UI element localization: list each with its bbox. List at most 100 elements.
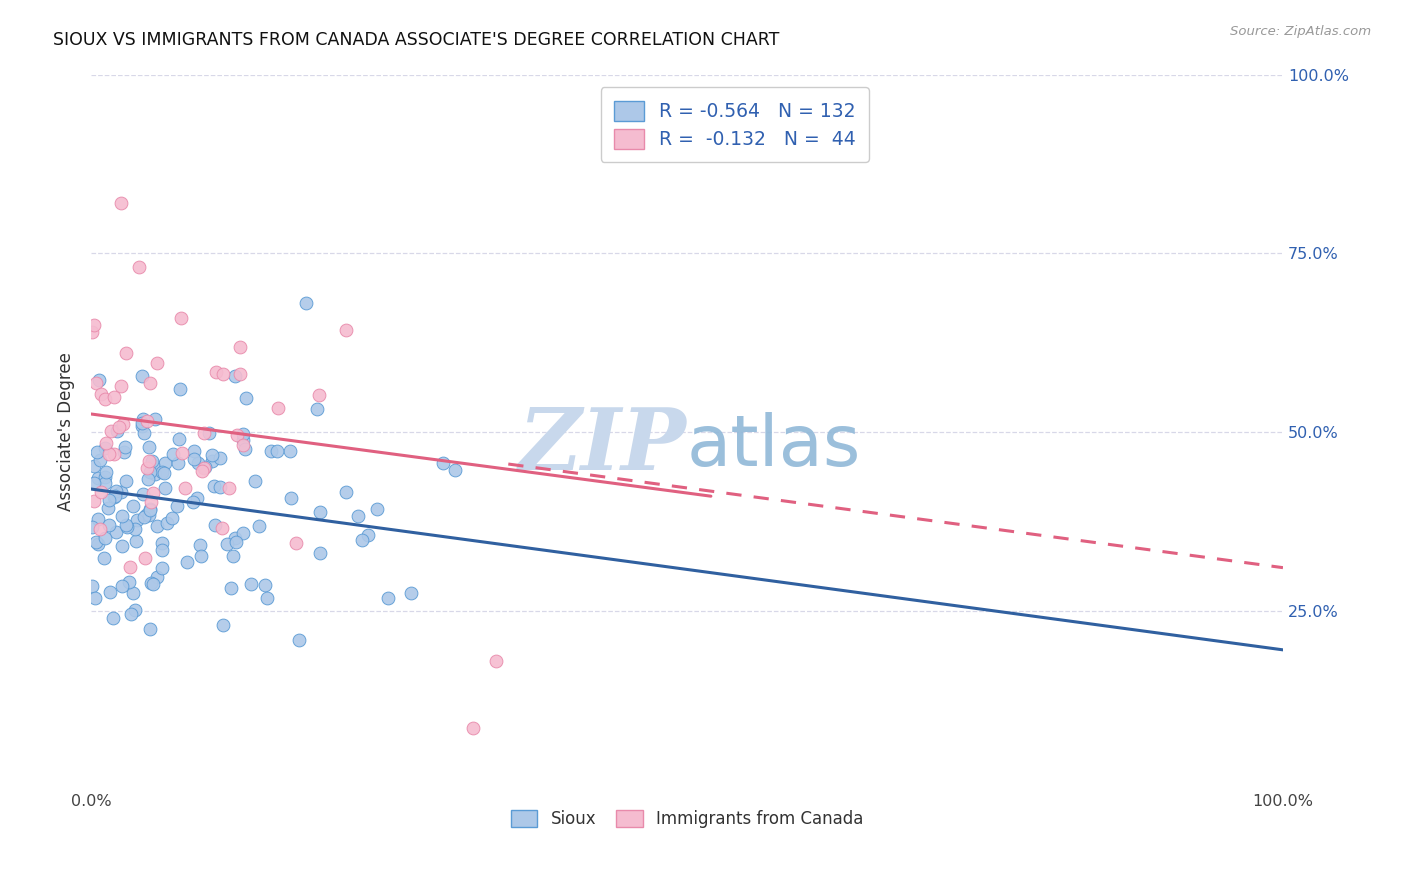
Point xyxy=(105,525,128,540)
Point xyxy=(235,391,257,405)
Point xyxy=(280,491,302,505)
Point xyxy=(347,508,370,523)
Point xyxy=(186,491,208,505)
Point xyxy=(111,579,134,593)
Point xyxy=(266,401,288,416)
Point xyxy=(169,382,191,396)
Point xyxy=(110,379,132,393)
Point xyxy=(232,427,254,442)
Point xyxy=(87,373,110,387)
Point xyxy=(247,519,270,533)
Point xyxy=(141,454,163,468)
Point xyxy=(103,390,125,404)
Point xyxy=(183,452,205,467)
Point xyxy=(211,368,233,382)
Point xyxy=(335,322,357,336)
Point xyxy=(128,260,150,275)
Point xyxy=(111,508,134,523)
Point xyxy=(167,432,190,446)
Point xyxy=(308,388,330,402)
Text: Source: ZipAtlas.com: Source: ZipAtlas.com xyxy=(1230,25,1371,38)
Point xyxy=(83,476,105,491)
Point xyxy=(211,521,233,535)
Point xyxy=(94,392,117,407)
Point xyxy=(115,345,138,359)
Point xyxy=(377,591,399,605)
Point xyxy=(190,549,212,563)
Point xyxy=(131,369,153,384)
Point xyxy=(219,581,242,595)
Point xyxy=(97,518,120,533)
Point xyxy=(366,502,388,516)
Point xyxy=(96,465,118,479)
Point xyxy=(135,508,157,522)
Point xyxy=(108,420,131,434)
Point xyxy=(204,366,226,380)
Point xyxy=(146,570,169,584)
Point xyxy=(156,516,179,530)
Point xyxy=(305,402,328,417)
Point xyxy=(139,502,162,516)
Point xyxy=(188,538,211,552)
Point xyxy=(90,485,112,500)
Point xyxy=(90,387,112,401)
Point xyxy=(84,591,107,605)
Point xyxy=(97,500,120,515)
Point xyxy=(103,446,125,460)
Point xyxy=(110,196,132,211)
Point xyxy=(224,531,246,545)
Point xyxy=(202,479,225,493)
Point xyxy=(208,450,231,465)
Point xyxy=(166,500,188,514)
Point xyxy=(104,488,127,502)
Point xyxy=(101,610,124,624)
Point xyxy=(172,446,194,460)
Point xyxy=(288,633,311,648)
Point xyxy=(103,490,125,504)
Point xyxy=(86,537,108,551)
Point xyxy=(253,577,276,591)
Point xyxy=(136,472,159,486)
Point xyxy=(146,356,169,370)
Point xyxy=(87,511,110,525)
Point xyxy=(114,440,136,454)
Point xyxy=(120,607,142,621)
Point xyxy=(232,433,254,447)
Point xyxy=(152,467,174,481)
Point xyxy=(120,560,142,574)
Point xyxy=(245,474,267,488)
Point xyxy=(111,417,134,431)
Point xyxy=(134,550,156,565)
Point xyxy=(150,536,173,550)
Point xyxy=(232,438,254,452)
Point xyxy=(141,576,163,591)
Point xyxy=(191,464,214,478)
Point xyxy=(198,426,221,441)
Point xyxy=(94,470,117,484)
Point xyxy=(146,518,169,533)
Point xyxy=(150,561,173,575)
Point xyxy=(193,460,215,475)
Point xyxy=(222,549,245,564)
Point xyxy=(122,499,145,513)
Point xyxy=(94,476,117,491)
Point xyxy=(134,509,156,524)
Point xyxy=(125,513,148,527)
Point xyxy=(97,492,120,507)
Point xyxy=(83,493,105,508)
Point xyxy=(84,376,107,390)
Point xyxy=(131,416,153,430)
Legend: Sioux, Immigrants from Canada: Sioux, Immigrants from Canada xyxy=(503,803,870,835)
Point xyxy=(134,426,156,441)
Point xyxy=(139,465,162,479)
Point xyxy=(150,465,173,479)
Point xyxy=(145,467,167,481)
Point xyxy=(432,456,454,470)
Point xyxy=(278,443,301,458)
Point xyxy=(138,440,160,454)
Point xyxy=(239,576,262,591)
Point xyxy=(110,484,132,499)
Point xyxy=(155,481,177,495)
Point xyxy=(138,508,160,522)
Point xyxy=(87,471,110,485)
